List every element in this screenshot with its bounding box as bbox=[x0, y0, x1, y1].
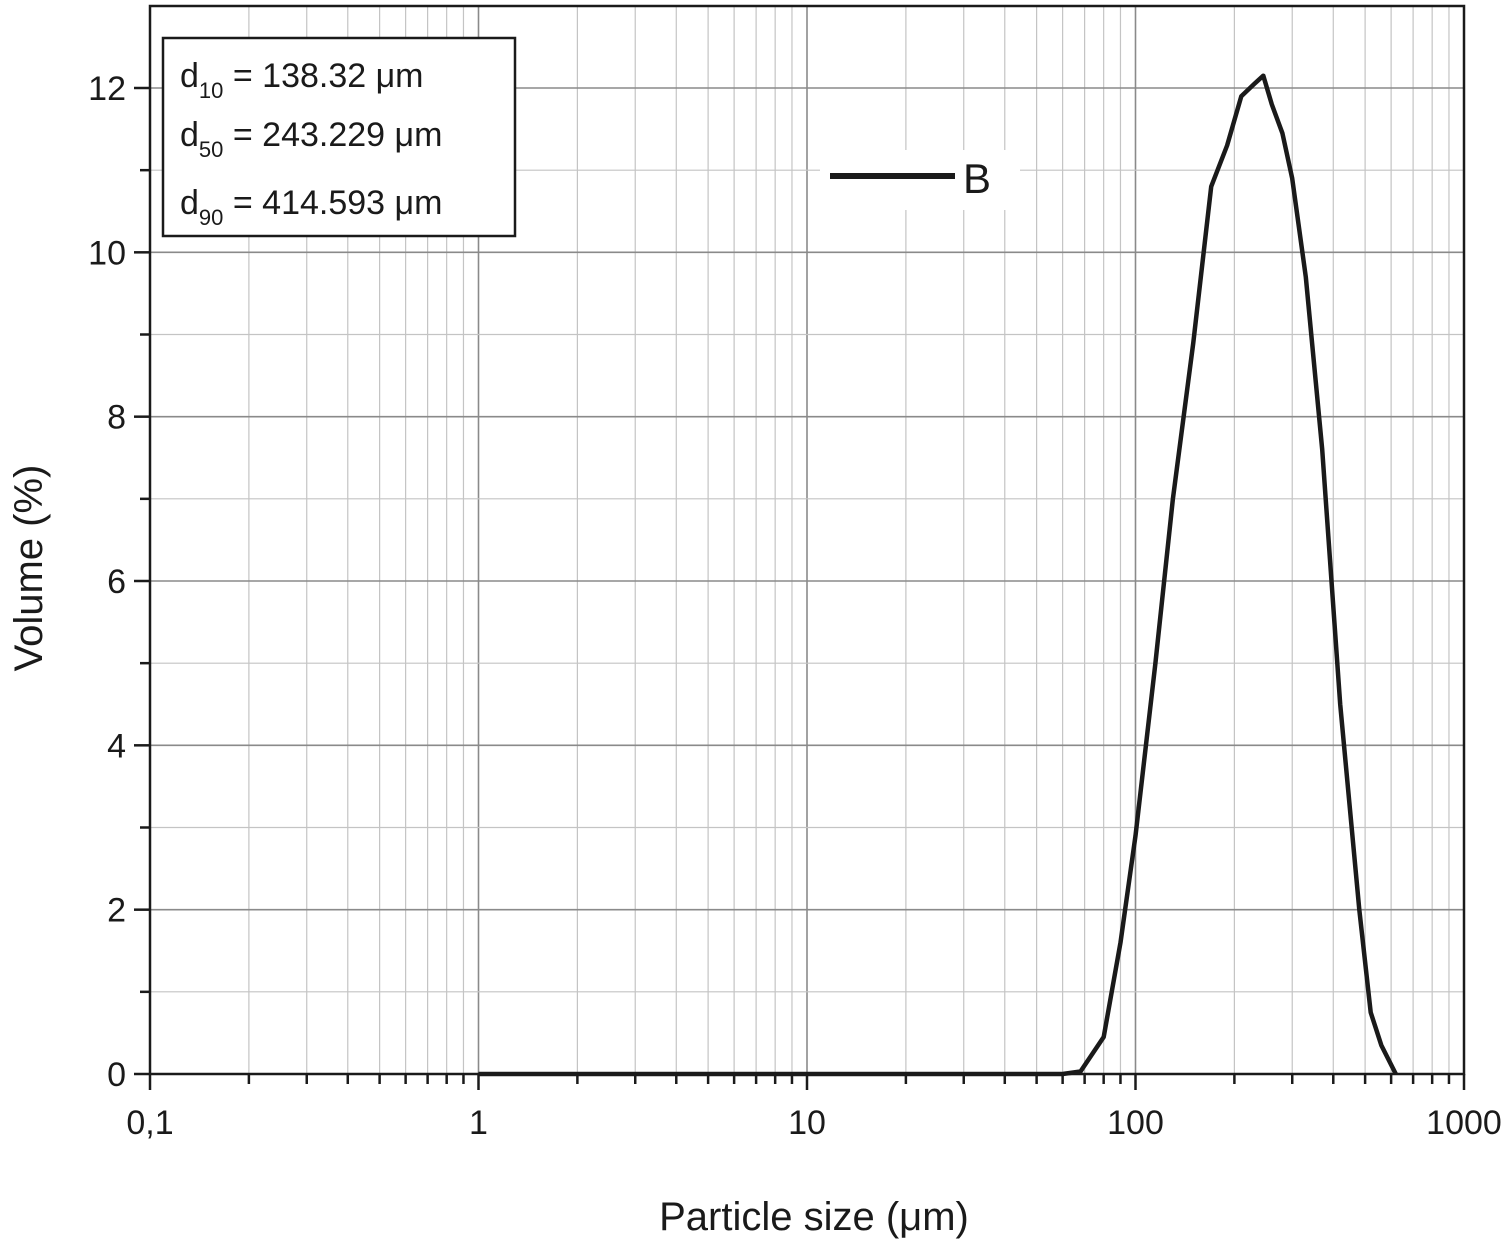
y-tick-label: 6 bbox=[107, 563, 126, 601]
y-tick-label: 8 bbox=[107, 399, 126, 437]
y-tick-label: 10 bbox=[88, 234, 126, 272]
stat-d90-sub: 90 bbox=[199, 205, 223, 230]
y-tick-label: 0 bbox=[107, 1056, 126, 1094]
x-tick-labels: 0,1 1 10 100 1000 bbox=[126, 1104, 1501, 1142]
stat-d50-value: = 243.229 μm bbox=[223, 116, 442, 154]
stat-d10-sub: 10 bbox=[199, 78, 223, 103]
stat-d90-value: = 414.593 μm bbox=[223, 184, 442, 222]
y-tick-label: 12 bbox=[88, 70, 126, 108]
y-tick-label: 4 bbox=[107, 727, 126, 765]
x-tick-label: 100 bbox=[1107, 1104, 1164, 1142]
stat-line-d10: d10 = 138.32 μm bbox=[180, 57, 424, 103]
x-tick-label: 0,1 bbox=[126, 1104, 173, 1142]
stat-d50-sub: 50 bbox=[199, 137, 223, 162]
x-tick-label: 1000 bbox=[1426, 1104, 1502, 1142]
x-tick-label: 10 bbox=[788, 1104, 826, 1142]
stat-d90-base: d bbox=[180, 184, 199, 222]
legend: B bbox=[820, 150, 1020, 210]
stat-line-d50: d50 = 243.229 μm bbox=[180, 116, 442, 162]
stats-box-frame bbox=[161, 36, 517, 238]
stat-d10-value: = 138.32 μm bbox=[223, 57, 423, 95]
x-axis-title: Particle size (μm) bbox=[659, 1195, 969, 1239]
stat-d50-base: d bbox=[180, 116, 199, 154]
y-axis-title: Volume (%) bbox=[7, 465, 51, 672]
legend-background bbox=[820, 150, 1020, 210]
stat-line-d90: d90 = 414.593 μm bbox=[180, 184, 442, 230]
y-tick-labels: 0 2 4 6 8 10 12 bbox=[88, 70, 126, 1094]
stats-box: d10 = 138.32 μm d50 = 243.229 μm d90 = 4… bbox=[161, 36, 517, 238]
series-layer bbox=[478, 73, 1398, 1077]
legend-label-b: B bbox=[963, 155, 991, 202]
y-tick-label: 2 bbox=[107, 892, 126, 930]
axis-ticks bbox=[134, 86, 1466, 1090]
series-line-b bbox=[478, 73, 1398, 1077]
x-tick-label: 1 bbox=[469, 1104, 488, 1142]
stat-d10-base: d bbox=[180, 57, 199, 95]
